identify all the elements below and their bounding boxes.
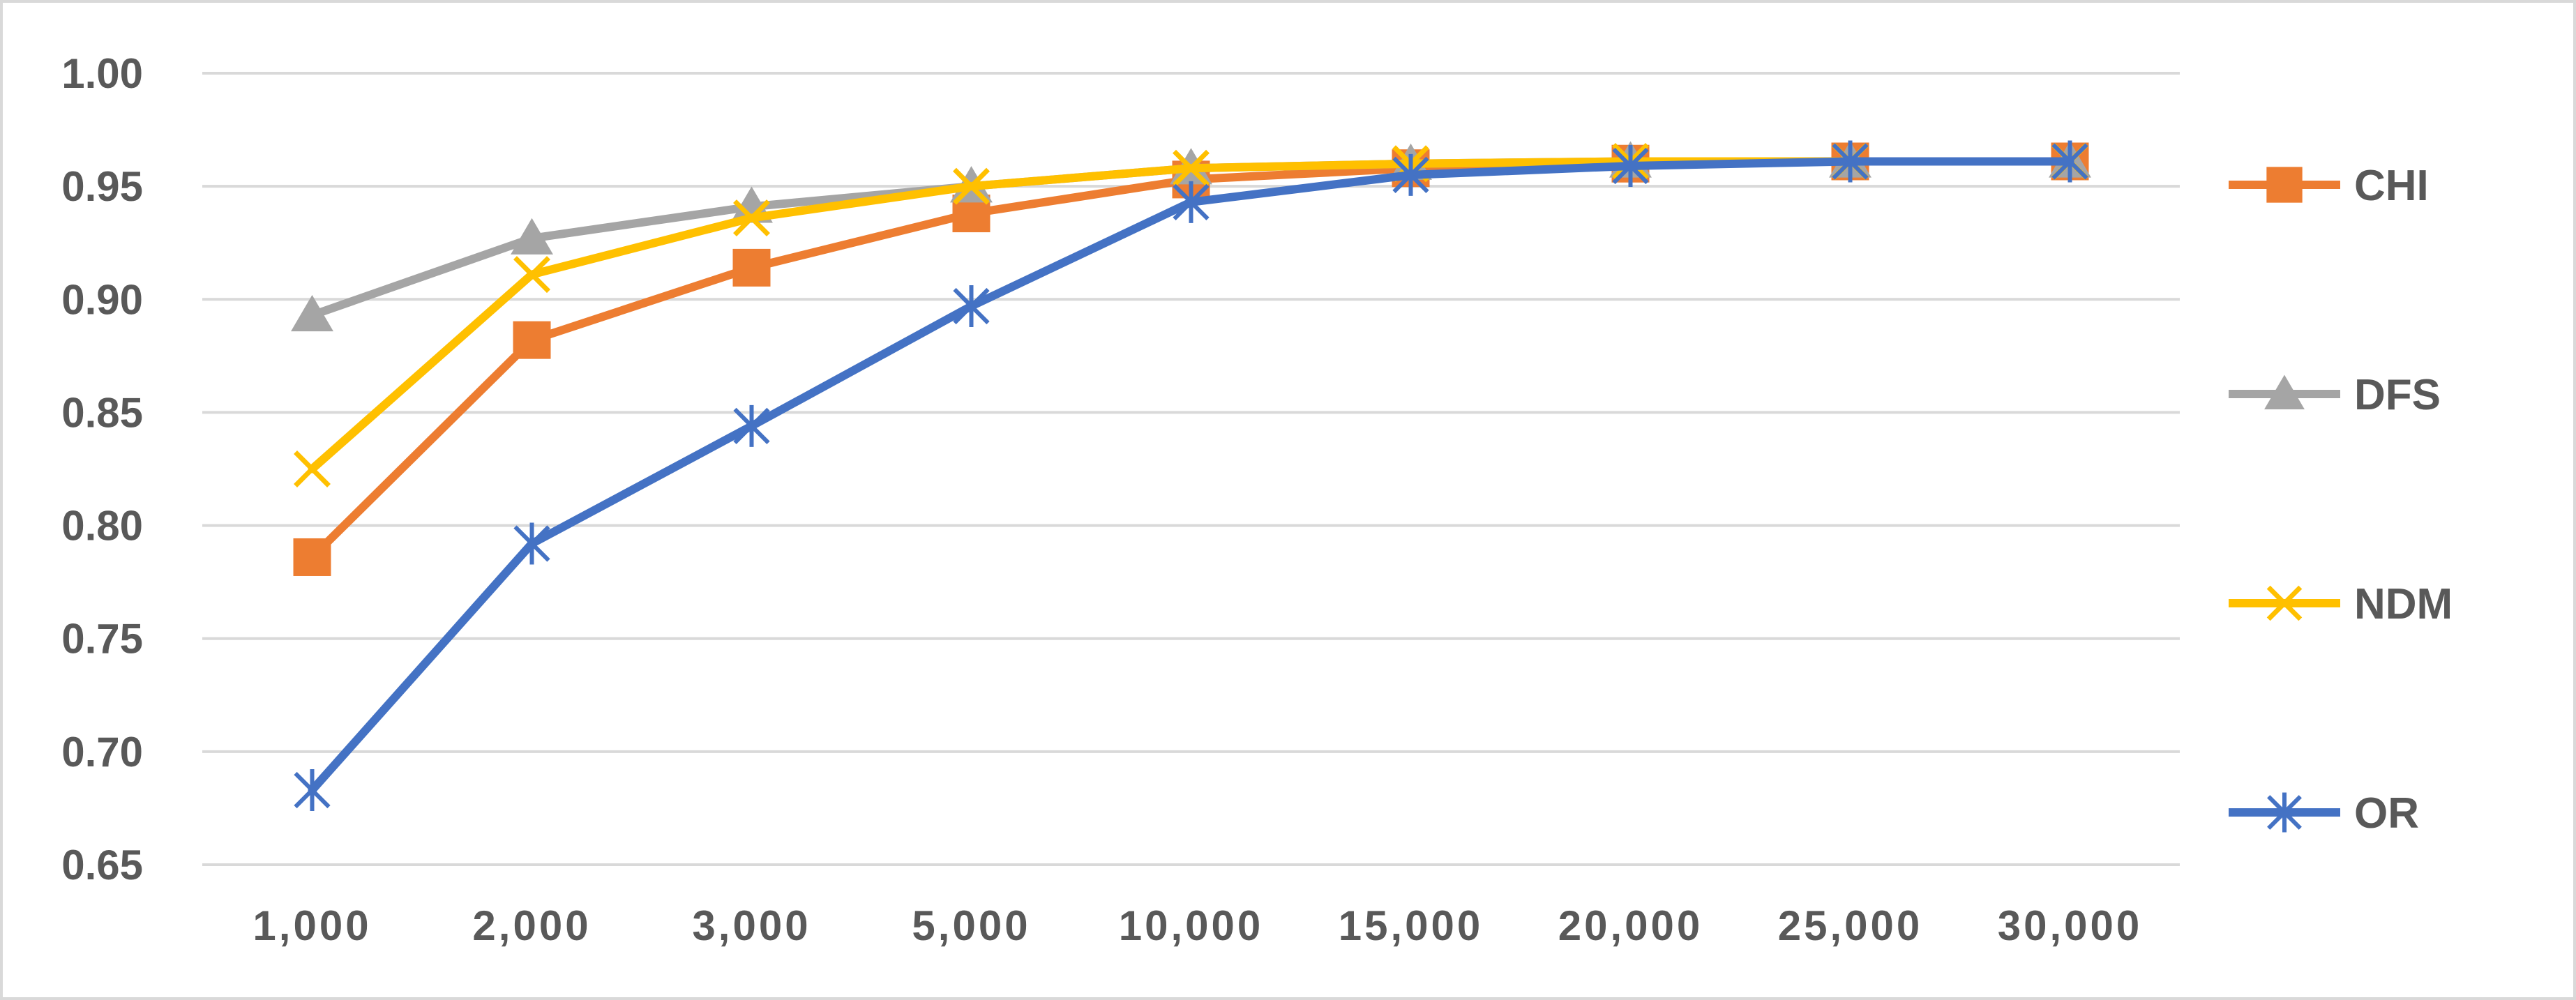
data-point (511, 218, 553, 255)
y-tick-label: 0.70 (61, 729, 143, 775)
data-point (1832, 140, 1869, 183)
data-point (2267, 792, 2302, 833)
data-point (1392, 153, 1429, 196)
x-tick-label: 3,000 (692, 902, 811, 949)
x-tick-label: 1,000 (253, 902, 371, 949)
data-point (294, 450, 331, 487)
x-tick-label: 20,000 (1558, 902, 1703, 949)
x-tick-label: 25,000 (1778, 902, 1923, 949)
data-point (291, 294, 333, 332)
data-point (513, 256, 550, 294)
data-point (2051, 140, 2088, 183)
legend-label: CHI (2354, 162, 2429, 210)
data-point (294, 768, 331, 811)
legend-item-or: OR (2229, 789, 2419, 838)
y-tick-label: 0.80 (61, 503, 143, 550)
legend-item-chi: CHI (2229, 162, 2429, 210)
x-tick-label: 10,000 (1119, 902, 1264, 949)
legend: CHI DFS NDM OR (2229, 162, 2453, 838)
y-tick-label: 1.00 (61, 50, 143, 97)
data-point (1173, 181, 1210, 223)
data-point (2266, 167, 2303, 203)
legend-label: NDM (2354, 580, 2453, 628)
series-line (308, 157, 2074, 794)
y-tick-label: 0.75 (61, 616, 143, 662)
legend-label: DFS (2354, 371, 2441, 419)
legend-item-ndm: NDM (2229, 580, 2453, 628)
y-tick-label: 0.85 (61, 389, 143, 436)
axes: 0.65 0.70 0.75 0.80 0.85 0.90 0.95 1.00 1,000 2,0… (61, 50, 2143, 949)
data-point (513, 522, 550, 565)
data-point (293, 538, 331, 576)
data-point (513, 321, 551, 359)
y-tick-label: 0.95 (61, 163, 143, 210)
data-point (2266, 585, 2303, 621)
data-point (1173, 149, 1210, 187)
x-tick-label: 15,000 (1339, 902, 1484, 949)
legend-label: OR (2354, 789, 2419, 838)
y-tick-label: 0.90 (61, 276, 143, 323)
data-point (953, 285, 990, 328)
series-lines (291, 140, 2091, 811)
series-or (294, 140, 2088, 811)
data-point (733, 199, 770, 237)
legend-item-dfs: DFS (2229, 371, 2441, 419)
data-point (732, 248, 771, 287)
data-point (1612, 144, 1649, 187)
x-tick-label: 5,000 (912, 902, 1030, 949)
x-tick-label: 30,000 (1998, 902, 2143, 949)
gridlines (202, 72, 2180, 866)
x-tick-label: 2,000 (472, 902, 591, 949)
data-point (953, 167, 990, 205)
data-point (2264, 374, 2305, 410)
y-tick-label: 0.65 (61, 842, 143, 888)
data-point (733, 404, 770, 447)
